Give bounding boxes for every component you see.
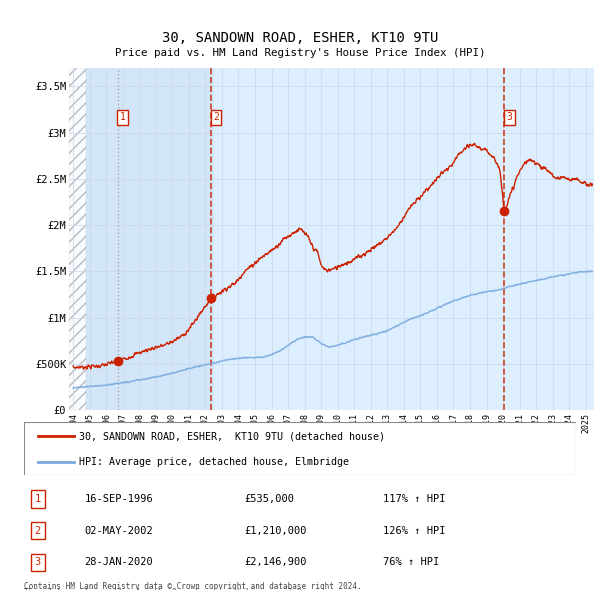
Text: 30, SANDOWN ROAD, ESHER,  KT10 9TU (detached house): 30, SANDOWN ROAD, ESHER, KT10 9TU (detac… xyxy=(79,431,385,441)
Text: This data is licensed under the Open Government Licence v3.0.: This data is licensed under the Open Gov… xyxy=(24,588,306,590)
Text: 3: 3 xyxy=(506,113,512,123)
Text: £2,146,900: £2,146,900 xyxy=(245,558,307,568)
Text: 2: 2 xyxy=(35,526,41,536)
Text: 16-SEP-1996: 16-SEP-1996 xyxy=(85,494,154,504)
Text: 28-JAN-2020: 28-JAN-2020 xyxy=(85,558,154,568)
Text: 02-MAY-2002: 02-MAY-2002 xyxy=(85,526,154,536)
Text: 3: 3 xyxy=(35,558,41,568)
Text: HPI: Average price, detached house, Elmbridge: HPI: Average price, detached house, Elmb… xyxy=(79,457,349,467)
Text: 1: 1 xyxy=(35,494,41,504)
Bar xyxy=(69,68,86,410)
Text: Contains HM Land Registry data © Crown copyright and database right 2024.: Contains HM Land Registry data © Crown c… xyxy=(24,582,362,590)
Text: £1,210,000: £1,210,000 xyxy=(245,526,307,536)
Text: £535,000: £535,000 xyxy=(245,494,295,504)
Text: 117% ↑ HPI: 117% ↑ HPI xyxy=(383,494,445,504)
Text: 30, SANDOWN ROAD, ESHER, KT10 9TU: 30, SANDOWN ROAD, ESHER, KT10 9TU xyxy=(162,31,438,45)
Text: Price paid vs. HM Land Registry's House Price Index (HPI): Price paid vs. HM Land Registry's House … xyxy=(115,48,485,58)
Bar xyxy=(86,68,214,410)
Text: 126% ↑ HPI: 126% ↑ HPI xyxy=(383,526,445,536)
Text: 1: 1 xyxy=(120,113,126,123)
Text: 2: 2 xyxy=(213,113,219,123)
Text: 76% ↑ HPI: 76% ↑ HPI xyxy=(383,558,439,568)
FancyBboxPatch shape xyxy=(24,422,576,475)
